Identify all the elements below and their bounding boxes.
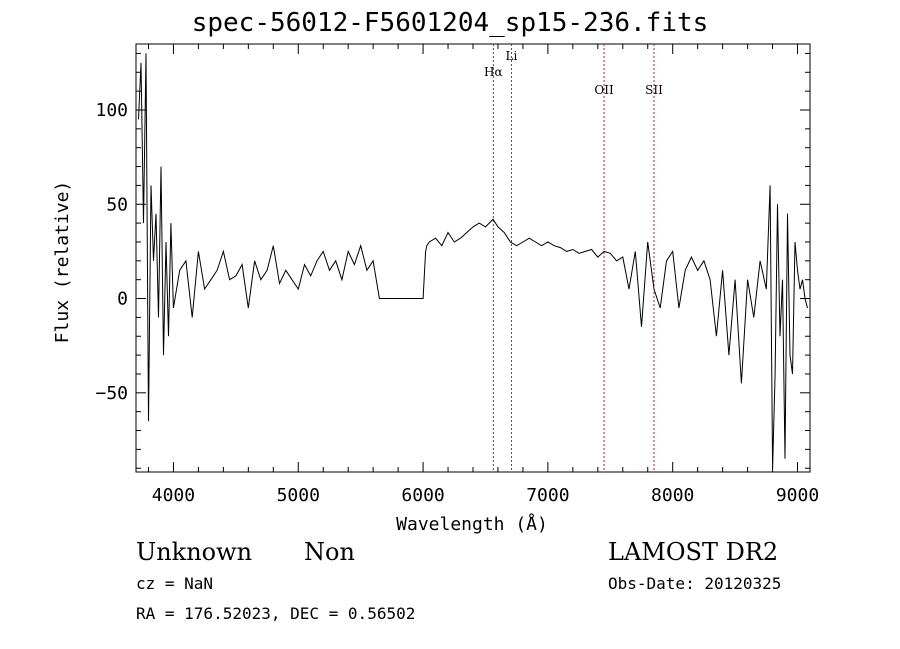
x-tick-label: 9000 (776, 485, 819, 506)
spectral-line-label: Li (506, 49, 518, 63)
y-tick-label: 100 (95, 100, 128, 121)
plot-frame (135, 43, 811, 473)
spectral-line-label: OII (594, 83, 614, 97)
x-tick-label: 8000 (651, 485, 694, 506)
x-tick-label: 6000 (401, 485, 444, 506)
y-tick-label: 0 (117, 289, 128, 310)
object-class: Unknown (136, 538, 253, 566)
observation-date: Obs-Date: 20120325 (608, 574, 782, 593)
x-axis-label: Wavelength (Å) (396, 513, 548, 535)
redshift-cz: cz = NaN (136, 574, 214, 593)
y-tick-label: 50 (106, 194, 128, 215)
tick-labels: 4000 5000 6000 7000 8000 9000 −50 0 50 100 (95, 100, 819, 506)
ra-dec: RA = 176.52023, DEC = 0.56502 (136, 604, 416, 623)
y-axis-label: Flux (relative) (52, 181, 73, 344)
survey-name: LAMOST DR2 (608, 538, 779, 566)
chart-title: spec-56012-F5601204_sp15-236.fits (191, 8, 709, 38)
y-tick-label: −50 (95, 383, 128, 404)
x-tick-label: 7000 (526, 485, 569, 506)
spectral-line-label: SII (645, 83, 663, 97)
spectrum-series (138, 53, 808, 469)
x-tick-label: 4000 (152, 485, 195, 506)
spectral-line-label: Hα (484, 65, 503, 79)
x-tick-label: 5000 (277, 485, 320, 506)
spectrum-line (138, 53, 808, 469)
axes (135, 43, 811, 473)
object-subclass: Non (304, 538, 355, 566)
